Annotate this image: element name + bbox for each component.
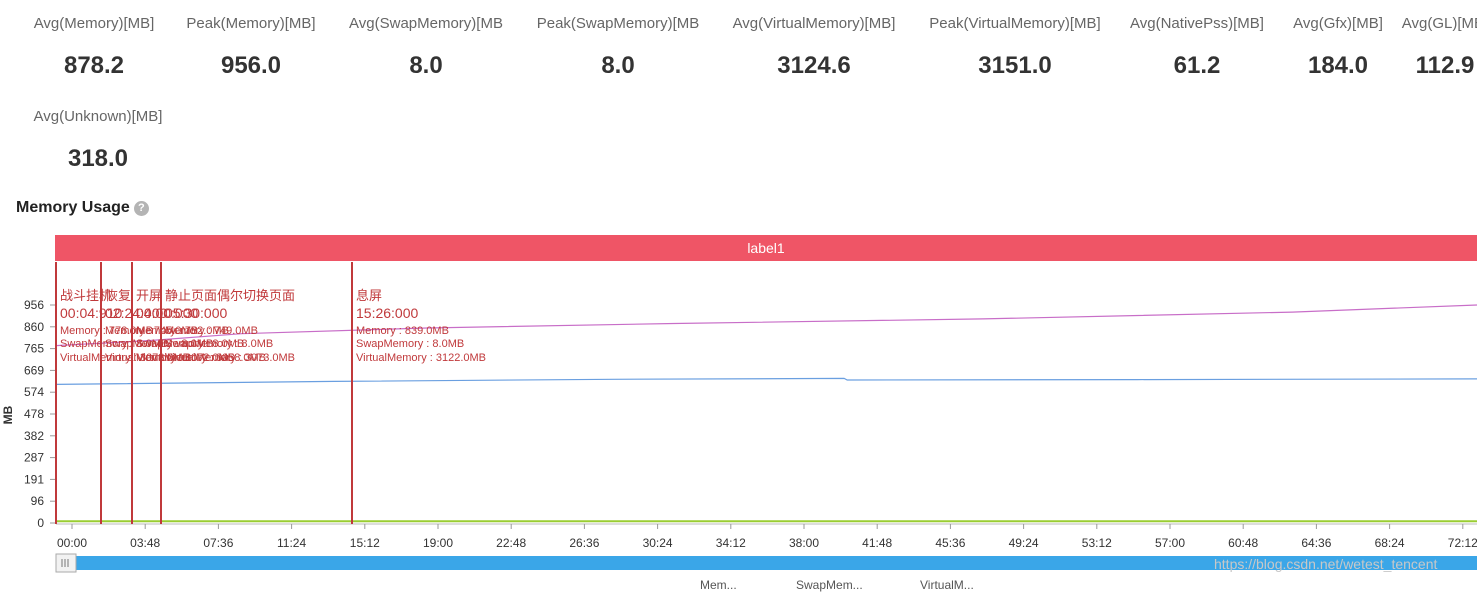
stat-value: 184.0 [1307, 52, 1369, 79]
stat-value: 3124.6 [777, 52, 851, 79]
y-tick-label: 96 [31, 494, 45, 508]
y-tick-label: 478 [24, 407, 44, 421]
marker-time: 02:24:000 [105, 305, 167, 321]
x-tick-label: 38:00 [789, 536, 819, 550]
stat-label: Peak(SwapMemory)[MB [536, 15, 700, 32]
marker-time: 15:26:000 [356, 305, 418, 321]
x-tick-label: 15:12 [350, 536, 380, 550]
stat-value: 8.0 [409, 52, 443, 79]
marker-swap: SwapMemory : 8.0MB [136, 338, 244, 350]
y-tick-label: 765 [24, 342, 44, 356]
watermark: https://blog.csdn.net/wetest_tencent [1214, 556, 1438, 572]
y-axis-label: MB [1, 405, 15, 424]
stat-label: Avg(Memory)[MB] [33, 15, 155, 32]
stat-card: Peak(Memory)[MB] 956.0 [161, 14, 341, 80]
legend-item-memory[interactable]: Mem... [700, 578, 737, 592]
zoom-slider-handle[interactable] [55, 553, 77, 573]
marker-virtual: VirtualMemory : 3058.0MB [136, 352, 266, 364]
stat-label: Avg(NativePss)[MB] [1130, 15, 1264, 32]
x-tick-label: 22:48 [496, 536, 526, 550]
x-tick-label: 53:12 [1082, 536, 1112, 550]
stat-label: Avg(SwapMemory)[MB [349, 15, 503, 32]
x-tick-label: 72:12 [1448, 536, 1477, 550]
stat-value: 3151.0 [978, 52, 1052, 79]
zoom-slider-track[interactable] [56, 556, 1477, 570]
marker-memory: Memory : 745.0MB [105, 325, 198, 337]
y-tick-label: 382 [24, 429, 44, 443]
x-tick-label: 34:12 [716, 536, 746, 550]
x-tick-label: 11:24 [277, 536, 306, 550]
y-tick-label: 860 [24, 320, 44, 334]
section-title: Memory Usage ? [16, 199, 149, 217]
stat-label: Avg(VirtualMemory)[MB] [732, 15, 896, 32]
stat-label: Avg(GL)[MB] [1401, 15, 1477, 32]
marker-memory: Memory : 749.0MB [165, 325, 258, 337]
stat-card: Avg(SwapMemory)[MB 8.0 [336, 14, 516, 80]
stat-label: Peak(Memory)[MB] [186, 15, 316, 32]
stat-card: Avg(GL)[MB] 112.9 [1355, 14, 1477, 80]
legend-item-swap[interactable]: SwapMem... [796, 578, 863, 592]
marker-virtual: VirtualMemory : 3078.0MB [60, 352, 190, 364]
stat-value: 8.0 [601, 52, 635, 79]
marker-title: 静止页面偶尔切换页面 [165, 289, 295, 304]
marker-time: 00:04:910 [60, 305, 122, 321]
x-tick-label: 57:00 [1155, 536, 1185, 550]
stat-value: 112.9 [1415, 52, 1475, 79]
x-tick-label: 03:48 [130, 536, 160, 550]
stat-value: 318.0 [67, 145, 129, 172]
stat-card: Avg(VirtualMemory)[MB] 3124.6 [724, 14, 904, 80]
y-tick-label: 287 [24, 451, 44, 465]
label-band[interactable]: label1 [55, 235, 1477, 261]
stat-value: 956.0 [220, 52, 282, 79]
y-tick-label: 191 [24, 472, 44, 486]
x-tick-label: 45:36 [935, 536, 965, 550]
marker-memory: Memory : 778.0MB [60, 325, 153, 337]
marker-swap: SwapMemory : 8.0MB [165, 338, 273, 350]
help-icon[interactable]: ? [133, 200, 149, 216]
stat-label: Avg(Unknown)[MB] [33, 108, 163, 125]
series-line-memory [55, 304, 1477, 347]
stat-card: Avg(Gfx)[MB] 184.0 [1248, 14, 1428, 80]
section-title-text: Memory Usage [16, 199, 130, 216]
stat-card: Avg(Unknown)[MB] 318.0 [8, 107, 188, 173]
stat-value: 878.2 [63, 52, 125, 79]
y-tick-label: 956 [24, 298, 44, 312]
stat-card: Avg(NativePss)[MB] 61.2 [1107, 14, 1287, 80]
x-tick-label: 49:24 [1009, 536, 1039, 550]
y-tick-label: 574 [24, 385, 44, 399]
x-tick-label: 60:48 [1228, 536, 1258, 550]
series-line-virtualmemory [55, 377, 1477, 385]
x-tick-label: 19:00 [423, 536, 453, 550]
x-tick-label: 64:36 [1301, 536, 1331, 550]
marker-time: 04:00:000 [136, 305, 198, 321]
stat-label: Avg(Gfx)[MB] [1293, 15, 1383, 32]
x-tick-label: 26:36 [569, 536, 599, 550]
x-tick-label: 00:00 [57, 536, 87, 550]
x-tick-label: 68:24 [1375, 536, 1405, 550]
stat-value: 61.2 [1173, 52, 1221, 79]
x-tick-label: 41:48 [862, 536, 892, 550]
marker-title: 战斗挂机 [60, 289, 112, 304]
marker-title: 开屏 [136, 289, 162, 304]
stat-label: Peak(VirtualMemory)[MB] [929, 15, 1101, 32]
y-tick-label: 0 [37, 516, 44, 530]
stat-card: Peak(SwapMemory)[MB 8.0 [528, 14, 708, 80]
marker-swap: SwapMemory : 8.0MB [356, 338, 464, 350]
marker-title: 息屏 [356, 288, 382, 304]
marker-virtual: VirtualMemory : 3073.0MB [165, 352, 295, 364]
marker-time: 05:30:000 [165, 305, 227, 321]
marker-swap: SwapMemory : 8.0MB [60, 338, 168, 350]
marker-virtual: VirtualMemory : 3072.0MB [105, 352, 235, 364]
marker-virtual: VirtualMemory : 3122.0MB [356, 352, 486, 364]
stat-card: Avg(Memory)[MB] 878.2 [4, 14, 184, 80]
stat-card: Peak(VirtualMemory)[MB] 3151.0 [925, 14, 1105, 80]
x-tick-label: 30:24 [643, 536, 673, 550]
marker-memory: Memory : 782.0MB [136, 325, 229, 337]
marker-memory: Memory : 839.0MB [356, 325, 449, 337]
y-tick-label: 669 [24, 363, 44, 377]
marker-title: 恢复 [105, 289, 131, 304]
x-tick-label: 07:36 [203, 536, 233, 550]
legend-item-virtual[interactable]: VirtualM... [920, 578, 974, 592]
